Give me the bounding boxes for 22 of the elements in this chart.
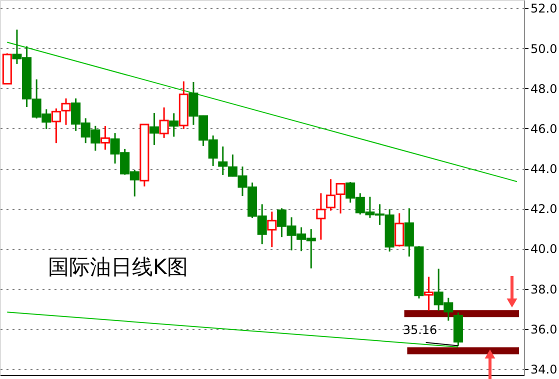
candlestick	[100, 125, 110, 150]
candlestick	[267, 210, 277, 248]
y-tick-label: 38.0	[530, 282, 558, 296]
y-tick-label: 52.0	[530, 2, 558, 16]
y-tick-label: 36.0	[530, 322, 558, 336]
candlestick	[316, 192, 326, 240]
candlestick	[394, 212, 404, 248]
y-tick-label: 46.0	[530, 122, 558, 136]
y-tick-label: 44.0	[530, 162, 558, 176]
y-tick-label: 40.0	[530, 242, 558, 256]
annotation: 35.16	[402, 323, 438, 337]
y-tick-label: 42.0	[530, 202, 558, 216]
text: 国际油日线K图	[48, 255, 188, 279]
candlestick	[149, 112, 159, 146]
y-tick-label: 34.0	[530, 362, 558, 376]
candlestick	[424, 276, 434, 312]
y-tick-label: 50.0	[530, 42, 558, 56]
candlestick	[169, 112, 179, 138]
candlestick	[218, 146, 228, 176]
candlestick	[404, 207, 414, 258]
y-tick-label: 48.0	[530, 82, 558, 96]
candlestick	[159, 106, 169, 139]
